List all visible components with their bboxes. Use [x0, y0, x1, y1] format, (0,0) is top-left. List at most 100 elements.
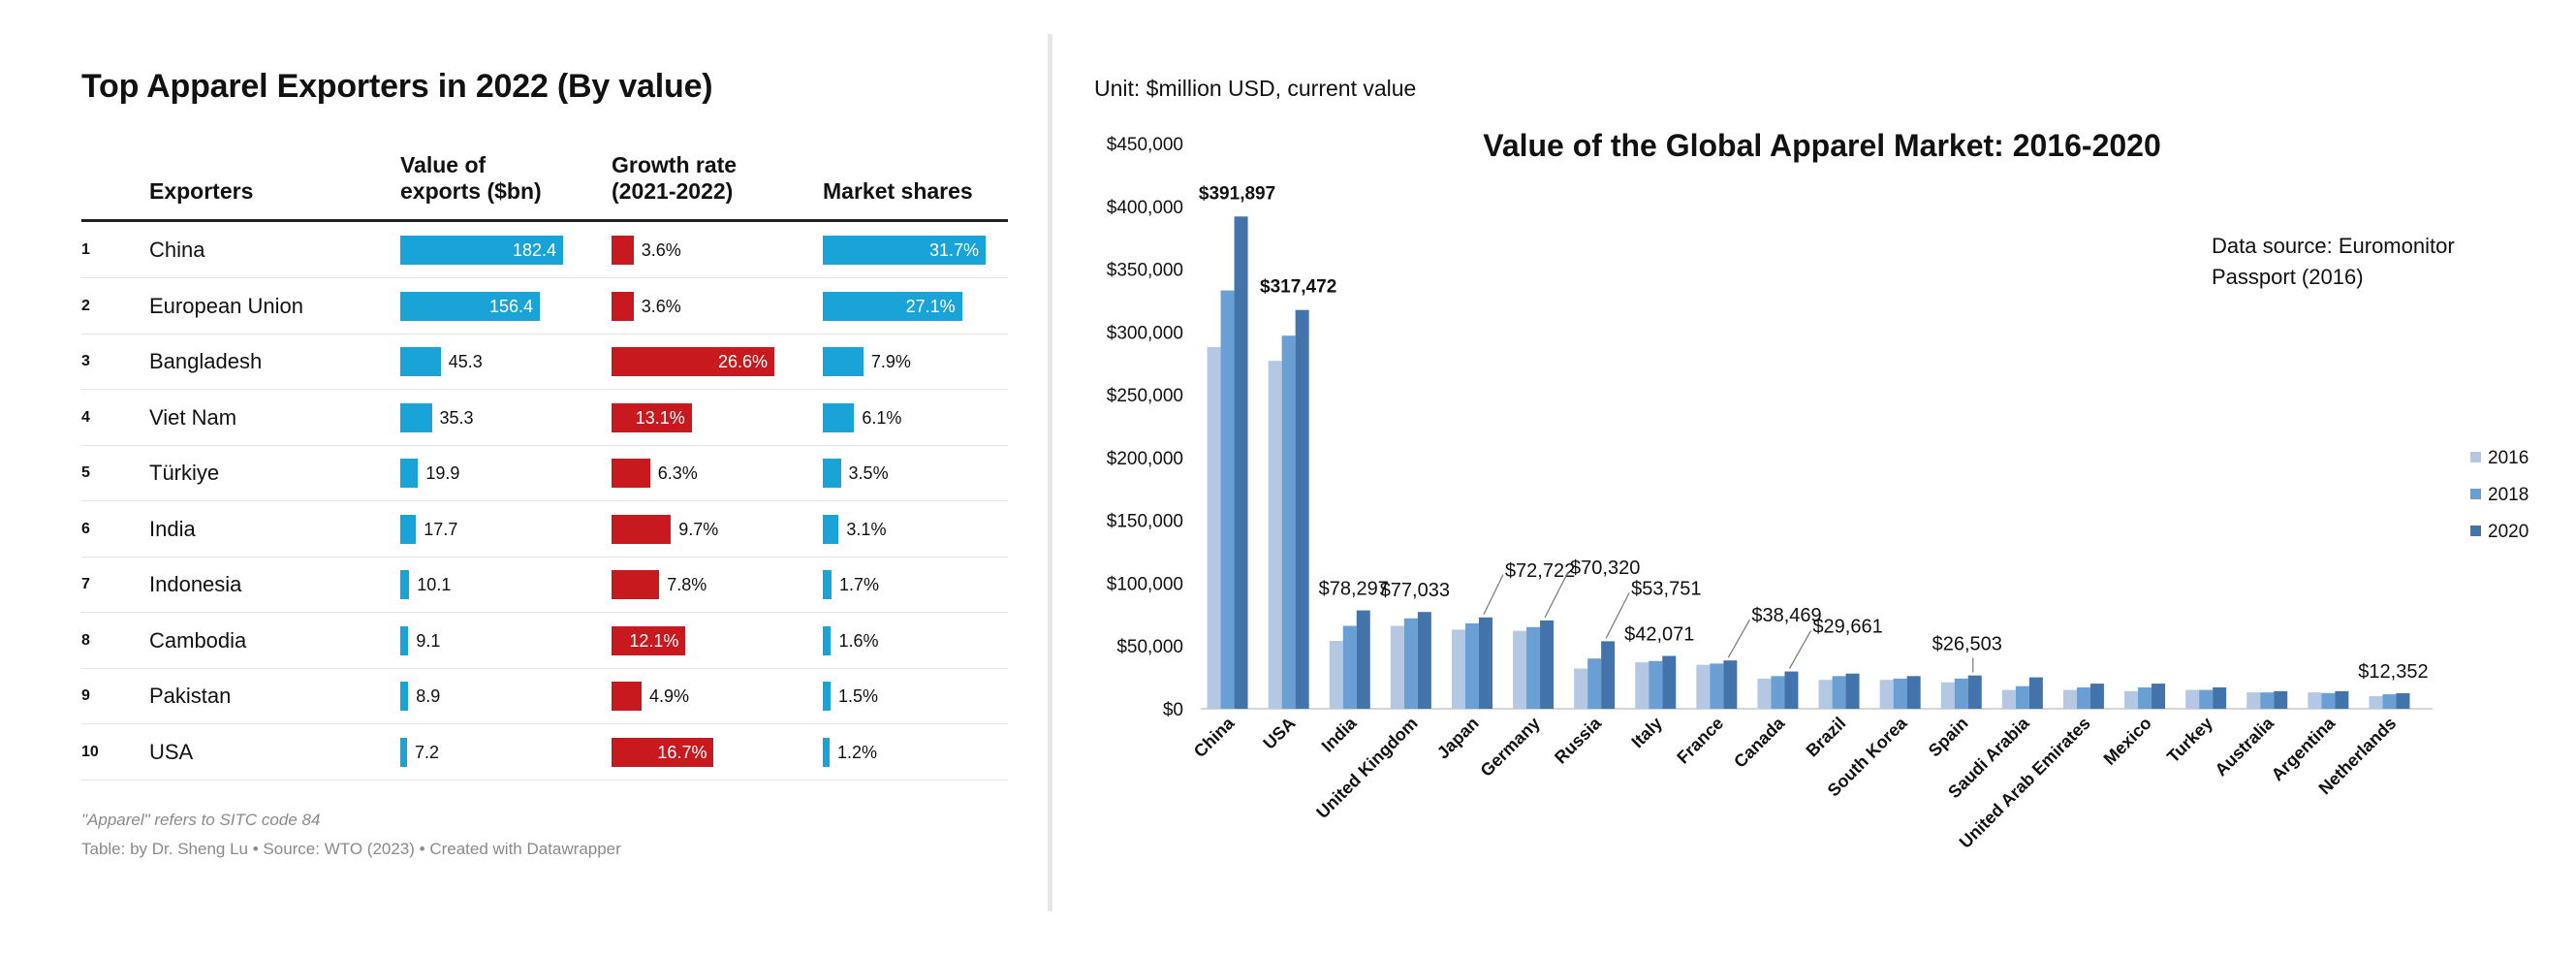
share-bar	[823, 347, 864, 376]
x-tick-label: Spain	[1925, 714, 1972, 761]
bar-2020	[1601, 641, 1616, 709]
growth-label: 16.7%	[657, 742, 707, 762]
growth-bar	[612, 737, 714, 767]
legend-label: 2020	[2488, 522, 2529, 542]
data-label: $72,722	[1505, 560, 1575, 582]
data-label: $42,071	[1624, 623, 1694, 645]
y-tick-label: $250,000	[1107, 386, 1183, 406]
value-label: 19.9	[425, 463, 460, 483]
x-tick-label: Brazil	[1803, 714, 1850, 761]
label-leader-line	[1788, 630, 1811, 669]
bar-2020	[2152, 684, 2166, 709]
table-row: 1 China 182.4 3.6% 31.7%	[81, 222, 1008, 278]
row-rank: 4	[81, 408, 90, 426]
x-tick-label: USA	[1259, 714, 1299, 753]
legend-label: 2018	[2488, 485, 2529, 505]
bar-2018	[1954, 678, 1968, 709]
row-rank: 10	[81, 743, 99, 760]
data-label: $26,503	[1932, 634, 2002, 655]
growth-label: 26.6%	[717, 352, 768, 371]
bar-2018	[1281, 335, 1296, 709]
data-label: $53,751	[1631, 578, 1701, 599]
value-bar	[400, 347, 441, 376]
x-tick-label: India	[1318, 713, 1362, 756]
apparel-exporters-table: Top Apparel Exporters in 2022 (By value)…	[0, 0, 1047, 956]
x-tick-label: Germany	[1477, 714, 1544, 781]
share-bar	[823, 459, 841, 488]
share-label: 3.5%	[848, 463, 889, 483]
bar-2016	[2246, 692, 2261, 709]
growth-label: 4.9%	[648, 686, 689, 706]
bar-2020	[1967, 675, 1982, 709]
share-label: 3.1%	[846, 519, 887, 539]
table-row: 5 Türkiye 19.9 6.3% 3.5%	[81, 445, 1008, 501]
x-tick-label: Italy	[1627, 714, 1666, 752]
row-rank: 8	[81, 631, 90, 649]
bar-2016	[1207, 346, 1221, 709]
bar-2020	[2089, 684, 2104, 709]
value-bar	[400, 625, 409, 655]
row-exporter-name: Indonesia	[149, 572, 242, 596]
data-label: $77,033	[1380, 580, 1450, 601]
growth-bar	[612, 682, 642, 711]
bar-2016	[1451, 629, 1465, 709]
share-bar	[823, 682, 831, 711]
share-bar	[823, 570, 832, 599]
label-leader-line	[1605, 592, 1630, 639]
bar-2020	[2213, 686, 2227, 709]
value-bar	[400, 737, 407, 767]
bar-2016	[1513, 630, 1527, 709]
x-tick-label: Turkey	[2163, 714, 2216, 767]
label-leader-line	[1727, 619, 1750, 658]
share-label: 1.7%	[839, 575, 880, 594]
value-bar	[400, 682, 409, 711]
value-bar	[400, 291, 541, 321]
bar-2016	[2308, 692, 2322, 709]
bar-2018	[2321, 692, 2336, 709]
row-exporter-name: India	[149, 516, 196, 541]
row-exporter-name: China	[149, 238, 205, 262]
header-value-line1: Value of	[400, 152, 487, 177]
data-label: $391,897	[1199, 183, 1275, 204]
row-rank: 6	[81, 520, 90, 537]
bar-2020	[2274, 690, 2288, 709]
header-value: Value of exports ($bn)	[400, 152, 542, 205]
bar-2018	[2138, 686, 2152, 709]
y-tick-label: $350,000	[1107, 261, 1183, 281]
y-tick-label: $100,000	[1107, 574, 1183, 594]
table-row: 8 Cambodia 9.1 12.1% 1.6%	[81, 613, 1008, 669]
x-tick-label: Canada	[1730, 713, 1789, 772]
share-label: 31.7%	[928, 240, 979, 260]
table-row: 9 Pakistan 8.9 4.9% 1.5%	[81, 668, 1008, 724]
bar-2020	[1478, 617, 1492, 709]
bar-2016	[1268, 361, 1282, 709]
bar-2020	[2028, 677, 2043, 709]
bar-2018	[2076, 686, 2090, 709]
bar-2020	[1540, 620, 1555, 709]
table-row: 10 USA 7.2 16.7% 1.2%	[81, 724, 1008, 781]
x-tick-label: France	[1673, 714, 1727, 768]
data-label: $38,469	[1751, 605, 1821, 626]
share-bar	[823, 514, 839, 544]
share-label: 6.1%	[862, 407, 902, 428]
data-label: $29,661	[1812, 617, 1882, 638]
bar-2020	[1417, 612, 1431, 709]
bar-2016	[1390, 625, 1404, 709]
share-bar	[823, 737, 830, 767]
row-rank: 1	[81, 241, 90, 258]
y-tick-label: $450,000	[1107, 135, 1183, 155]
share-label: 27.1%	[905, 296, 956, 316]
legend-swatch	[2470, 452, 2481, 462]
growth-label: 6.3%	[657, 463, 698, 483]
table-row: 3 Bangladesh 45.3 26.6% 7.9%	[81, 334, 1008, 390]
bar-2016	[1696, 664, 1711, 709]
value-bar	[400, 570, 410, 599]
bar-2018	[1649, 660, 1663, 709]
value-label: 8.9	[416, 686, 441, 706]
chart-title: Value of the Global Apparel Market: 2016…	[1483, 128, 2161, 163]
table-row: 4 Viet Nam 35.3 13.1% 6.1%	[81, 390, 1008, 446]
bar-2018	[1710, 663, 1724, 709]
table-row: 7 Indonesia 10.1 7.8% 1.7%	[81, 557, 1008, 613]
bar-chart-svg: Unit: $million USD, current value Value o…	[1094, 76, 2529, 852]
x-tick-label: China	[1190, 713, 1239, 761]
